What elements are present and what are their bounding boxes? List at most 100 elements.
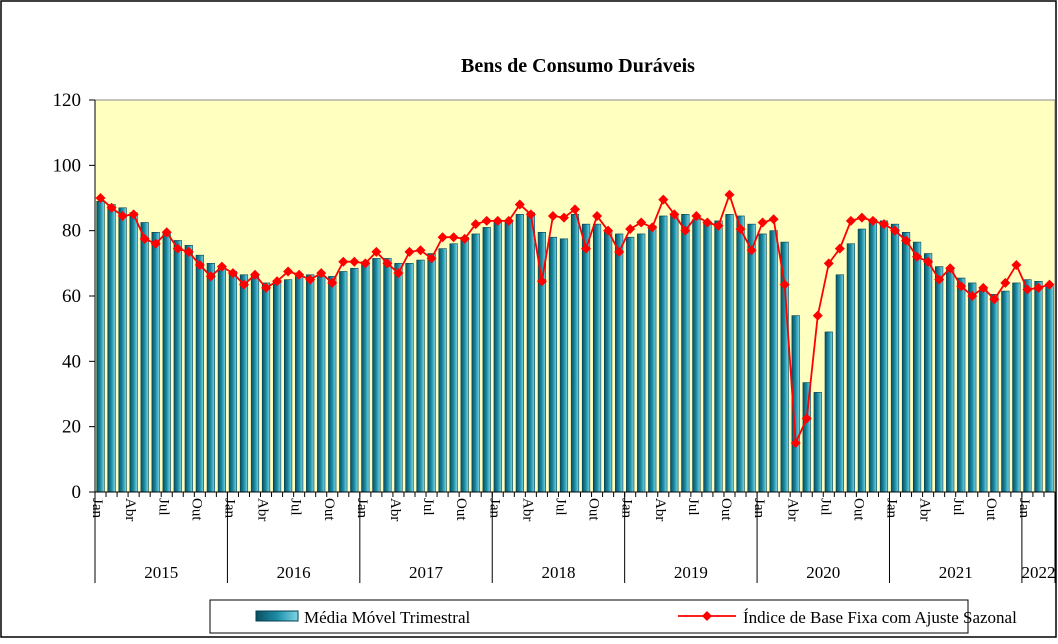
line-marker [227,268,238,279]
bar [405,263,414,493]
year-label: 2016 [277,563,311,582]
line-marker [316,268,327,279]
legend-label: Índice de Base Fixa com Ajuste Sazonal [743,608,1017,627]
bar [217,267,226,493]
bar [924,253,933,493]
y-tick-label: 20 [62,417,81,438]
line-marker [923,256,934,267]
bar [372,258,381,493]
line-marker [448,232,459,243]
bar [681,214,690,493]
x-tick-label: Jan [751,498,767,518]
bar [637,233,646,493]
bar [151,232,160,493]
year-label: 2022 [1021,563,1055,582]
bar [846,243,855,493]
line-marker [746,245,757,256]
bar [206,263,215,493]
bar [306,274,315,493]
line-marker [250,269,260,280]
x-tick-label: Abr [387,498,403,521]
line-marker [669,209,680,220]
line-marker [514,199,525,210]
line-marker [1022,284,1033,295]
x-tick-label: Jul [420,498,436,516]
bar [912,241,922,493]
line-marker [161,227,172,238]
line-marker [503,215,514,226]
x-tick-label: Jan [221,498,237,518]
bar [1045,285,1054,493]
bar [482,227,491,493]
bar [868,218,878,493]
x-tick-label: Out [321,498,337,521]
legend-marker [702,611,712,621]
line-marker [956,281,967,292]
bar [714,220,723,493]
x-tick-label: Abr [652,498,668,521]
bar [239,274,249,493]
bar [692,218,701,493]
bar [570,214,580,493]
bar [416,259,425,493]
bar [725,214,734,493]
bar [747,223,756,493]
bar [615,233,624,493]
year-label: 2019 [674,563,708,582]
bar [361,261,370,493]
bar [460,236,469,493]
bar [284,279,293,493]
line-marker [901,235,912,246]
bar [195,254,204,493]
line-marker [989,294,1000,305]
year-label: 2015 [144,563,178,582]
bar [1023,279,1032,493]
line-marker [790,438,801,448]
line-marker [459,233,470,244]
bar [835,274,844,493]
line-marker [823,258,834,269]
line-marker [845,215,856,226]
bar [140,222,149,493]
line-marker [603,225,614,236]
line-marker [647,222,658,233]
bar [592,223,602,493]
bar [394,263,403,493]
line-marker [327,277,338,288]
line-marker [812,310,823,321]
bar [493,220,502,493]
line-marker [702,217,713,228]
line-marker [558,212,569,223]
line-marker [437,232,448,243]
line-marker [139,233,150,244]
x-tick-label: Jan [884,498,900,518]
line-marker [349,256,360,267]
line-marker [371,246,382,257]
year-label: 2017 [409,563,444,582]
bar [890,223,900,493]
line-marker [404,246,415,257]
line-marker [1033,282,1044,293]
x-tick-label: Jan [486,498,502,518]
bar [526,212,535,493]
line-marker [150,238,161,249]
bar [504,220,513,493]
bar [228,271,238,493]
bar [769,230,778,493]
line-marker [592,210,603,221]
line-marker [194,259,205,270]
bar [659,215,668,493]
line-marker [945,263,956,274]
bar [184,245,193,493]
bar [935,266,944,493]
line-marker [183,246,194,257]
bar [901,232,911,493]
bar [990,294,999,493]
bar [1034,280,1043,493]
line-marker [625,224,636,235]
line-marker [878,219,889,230]
x-tick-label: Abr [122,498,138,521]
line-marker [238,279,249,290]
x-tick-label: Abr [917,498,933,521]
y-tick-label: 60 [62,286,81,307]
